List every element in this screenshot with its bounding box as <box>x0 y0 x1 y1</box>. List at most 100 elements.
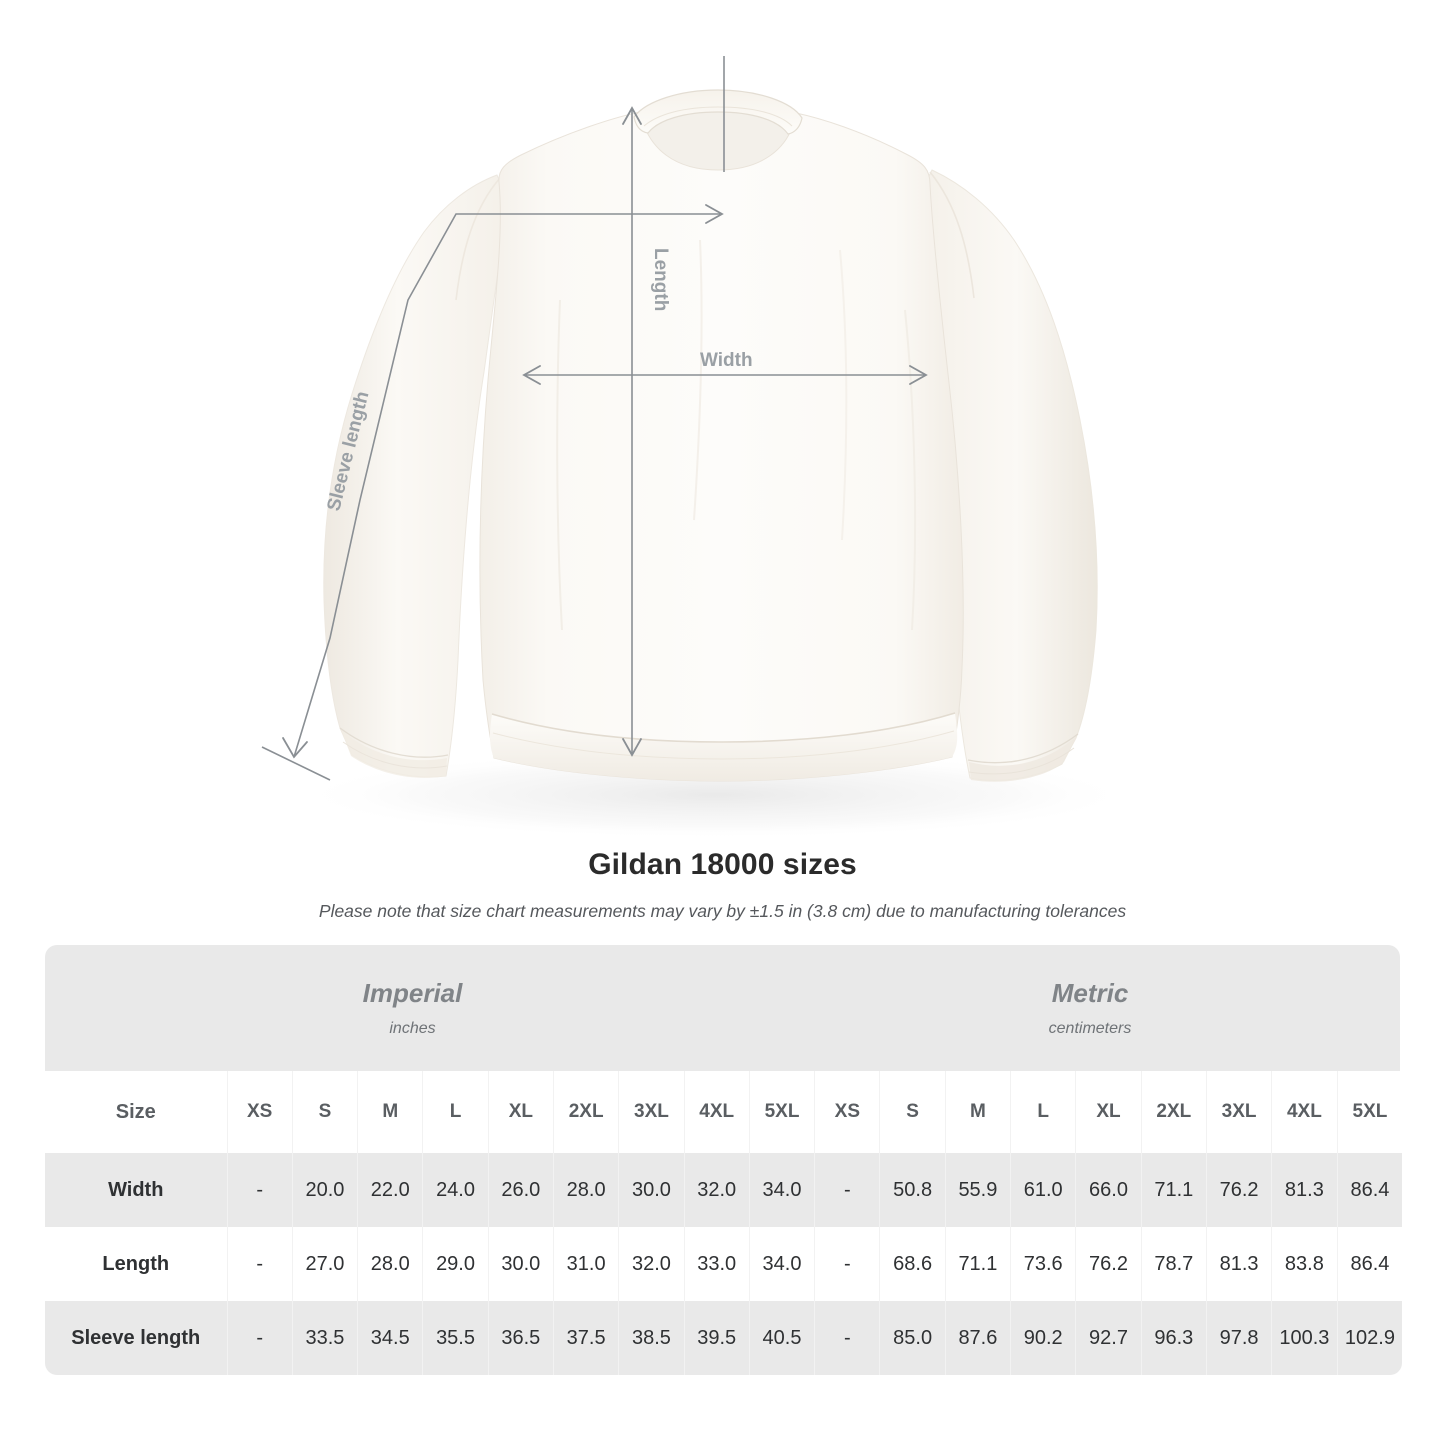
metric-title: Metric <box>1051 978 1129 1008</box>
row-label-width: Width <box>45 1153 227 1227</box>
page-title: Gildan 18000 sizes <box>588 848 857 881</box>
cell-length-imperial-5xl: 34.0 <box>748 1227 815 1301</box>
imperial-subtitle: inches <box>389 1020 436 1037</box>
table-row-sleeve-length: Sleeve length - 33.5 34.5 35.5 36.5 37.5… <box>45 1301 1403 1375</box>
cell-length-metric-2xl: 78.7 <box>1140 1227 1207 1301</box>
fold-line-4 <box>904 309 917 631</box>
cell-length-metric-3xl: 81.3 <box>1205 1227 1272 1301</box>
cell-length-imperial-xs: - <box>226 1227 293 1301</box>
fold-line-2 <box>839 249 848 541</box>
cell-sleeve-imperial-xs: - <box>226 1301 293 1375</box>
table-body: Size XS S M L XL 2XL 3XL 4XL 5XL XS S M … <box>45 1071 1403 1375</box>
hem-seam <box>491 712 956 743</box>
sweatshirt-svg: Length Width Sleeve length <box>261 56 1135 839</box>
row-label-length: Length <box>45 1227 227 1301</box>
left-cuff-rib <box>342 741 448 769</box>
sleeve-length-line <box>293 213 720 758</box>
cell-length-metric-l: 73.6 <box>1010 1227 1076 1301</box>
col-head-imperial-4xl: 4XL <box>683 1071 750 1153</box>
cell-width-imperial-s: 20.0 <box>291 1153 358 1227</box>
cell-sleeve-imperial-3xl: 38.5 <box>618 1301 685 1375</box>
width-arrow-left <box>522 365 541 385</box>
col-head-imperial-l: L <box>422 1071 489 1153</box>
left-cuff-seam <box>339 727 449 758</box>
col-head-metric-xs: XS <box>814 1071 880 1153</box>
cell-sleeve-metric-xs: - <box>814 1301 880 1375</box>
cell-width-imperial-5xl: 34.0 <box>748 1153 815 1227</box>
metric-header: Metric centimeters <box>780 945 1400 1071</box>
cell-length-imperial-xl: 30.0 <box>487 1227 554 1301</box>
table-header-row: Size XS S M L XL 2XL 3XL 4XL 5XL XS S M … <box>45 1071 1403 1153</box>
arrow-heads <box>282 106 928 759</box>
hem-rib <box>492 730 955 760</box>
left-cuff <box>341 730 447 778</box>
width-arrow-right <box>909 365 928 385</box>
col-head-imperial-s: S <box>291 1071 358 1153</box>
col-head-metric-l: L <box>1010 1071 1076 1153</box>
cell-width-metric-xs: - <box>814 1153 880 1227</box>
cell-sleeve-metric-xl: 92.7 <box>1075 1301 1142 1375</box>
col-head-metric-xl: XL <box>1075 1071 1142 1153</box>
cell-width-imperial-xs: - <box>226 1153 293 1227</box>
cell-width-imperial-2xl: 28.0 <box>552 1153 619 1227</box>
cell-length-metric-xs: - <box>814 1227 880 1301</box>
cell-width-imperial-m: 22.0 <box>357 1153 423 1227</box>
cell-sleeve-metric-3xl: 97.8 <box>1205 1301 1272 1375</box>
cell-width-metric-xl: 66.0 <box>1075 1153 1142 1227</box>
imperial-title: Imperial <box>362 978 463 1008</box>
cell-width-imperial-3xl: 30.0 <box>618 1153 685 1227</box>
cell-sleeve-imperial-2xl: 37.5 <box>552 1301 619 1375</box>
col-head-imperial-3xl: 3XL <box>618 1071 685 1153</box>
width-label: Width <box>700 350 753 371</box>
cell-length-metric-s: 68.6 <box>879 1227 946 1301</box>
cell-sleeve-imperial-m: 34.5 <box>357 1301 423 1375</box>
cell-length-imperial-m: 28.0 <box>357 1227 423 1301</box>
measurements-table: Size XS S M L XL 2XL 3XL 4XL 5XL XS S M … <box>45 1071 1403 1375</box>
right-cuff <box>969 736 1077 782</box>
cell-sleeve-metric-s: 85.0 <box>879 1301 946 1375</box>
collar-rib <box>633 89 803 135</box>
col-head-imperial-2xl: 2XL <box>552 1071 619 1153</box>
cell-sleeve-metric-5xl: 102.9 <box>1336 1301 1403 1375</box>
sleeve-bottom-tick <box>261 746 331 781</box>
cell-sleeve-imperial-s: 33.5 <box>291 1301 358 1375</box>
col-head-metric-4xl: 4XL <box>1271 1071 1338 1153</box>
tolerance-note: Please note that size chart measurements… <box>318 901 1127 921</box>
col-head-metric-5xl: 5XL <box>1336 1071 1403 1153</box>
cell-length-imperial-s: 27.0 <box>291 1227 358 1301</box>
unit-header-band: Imperial inches Metric centimeters <box>45 945 1400 1071</box>
col-head-metric-m: M <box>944 1071 1011 1153</box>
col-head-imperial-xl: XL <box>487 1071 554 1153</box>
left-shoulder-seam <box>455 177 501 301</box>
length-arrow-up <box>622 106 642 125</box>
col-head-metric-s: S <box>879 1071 946 1153</box>
table-row-width: Width - 20.0 22.0 24.0 26.0 28.0 30.0 32… <box>45 1153 1403 1227</box>
cell-length-imperial-2xl: 31.0 <box>552 1227 619 1301</box>
chart-heading: Gildan 18000 sizes Please note that size… <box>0 848 1445 922</box>
measurement-lines <box>261 56 926 781</box>
length-arrow-down <box>622 738 642 757</box>
cell-width-imperial-4xl: 32.0 <box>683 1153 750 1227</box>
cell-length-imperial-3xl: 32.0 <box>618 1227 685 1301</box>
col-head-metric-2xl: 2XL <box>1140 1071 1207 1153</box>
garment-shadow <box>295 751 1135 839</box>
cell-length-metric-m: 71.1 <box>944 1227 1011 1301</box>
collar-rib-line <box>643 106 793 127</box>
col-head-imperial-5xl: 5XL <box>748 1071 815 1153</box>
cell-width-metric-3xl: 76.2 <box>1205 1153 1272 1227</box>
cell-width-metric-l: 61.0 <box>1010 1153 1076 1227</box>
row-label-sleeve-length: Sleeve length <box>45 1301 227 1375</box>
col-head-imperial-xs: XS <box>226 1071 293 1153</box>
cell-sleeve-metric-l: 90.2 <box>1010 1301 1076 1375</box>
cell-width-metric-5xl: 86.4 <box>1336 1153 1403 1227</box>
sleeve-arrow-down <box>282 737 308 759</box>
cell-sleeve-imperial-l: 35.5 <box>422 1301 489 1375</box>
cell-sleeve-metric-4xl: 100.3 <box>1271 1301 1338 1375</box>
cell-width-imperial-xl: 26.0 <box>487 1153 554 1227</box>
right-cuff-seam <box>967 733 1079 764</box>
metric-subtitle: centimeters <box>1048 1020 1132 1037</box>
cell-width-metric-m: 55.9 <box>944 1153 1011 1227</box>
cell-width-metric-s: 50.8 <box>879 1153 946 1227</box>
cell-length-metric-5xl: 86.4 <box>1336 1227 1403 1301</box>
